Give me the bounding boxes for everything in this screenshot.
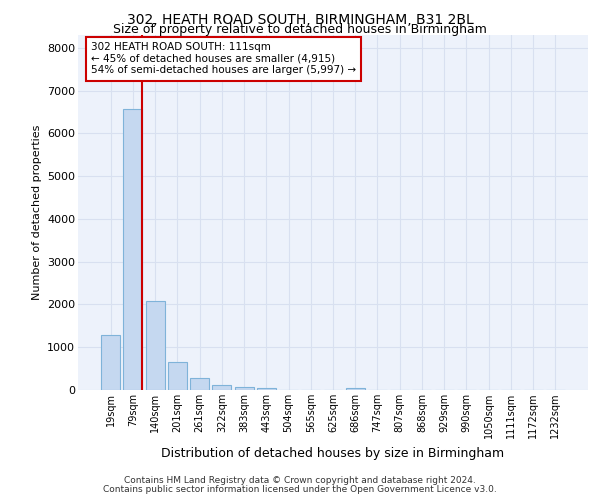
Bar — [212, 385, 231, 390]
Text: Size of property relative to detached houses in Birmingham: Size of property relative to detached ho… — [113, 22, 487, 36]
Bar — [146, 301, 164, 390]
Text: Contains public sector information licensed under the Open Government Licence v3: Contains public sector information licen… — [103, 484, 497, 494]
Bar — [101, 336, 120, 390]
Bar — [124, 108, 142, 390]
Bar — [190, 378, 209, 390]
Bar — [168, 362, 187, 390]
Bar — [257, 388, 276, 390]
X-axis label: Distribution of detached houses by size in Birmingham: Distribution of detached houses by size … — [161, 446, 505, 460]
Text: 302 HEATH ROAD SOUTH: 111sqm
← 45% of detached houses are smaller (4,915)
54% of: 302 HEATH ROAD SOUTH: 111sqm ← 45% of de… — [91, 42, 356, 76]
Text: Contains HM Land Registry data © Crown copyright and database right 2024.: Contains HM Land Registry data © Crown c… — [124, 476, 476, 485]
Bar — [235, 387, 254, 390]
Bar — [346, 388, 365, 390]
Text: 302, HEATH ROAD SOUTH, BIRMINGHAM, B31 2BL: 302, HEATH ROAD SOUTH, BIRMINGHAM, B31 2… — [127, 12, 473, 26]
Y-axis label: Number of detached properties: Number of detached properties — [32, 125, 41, 300]
